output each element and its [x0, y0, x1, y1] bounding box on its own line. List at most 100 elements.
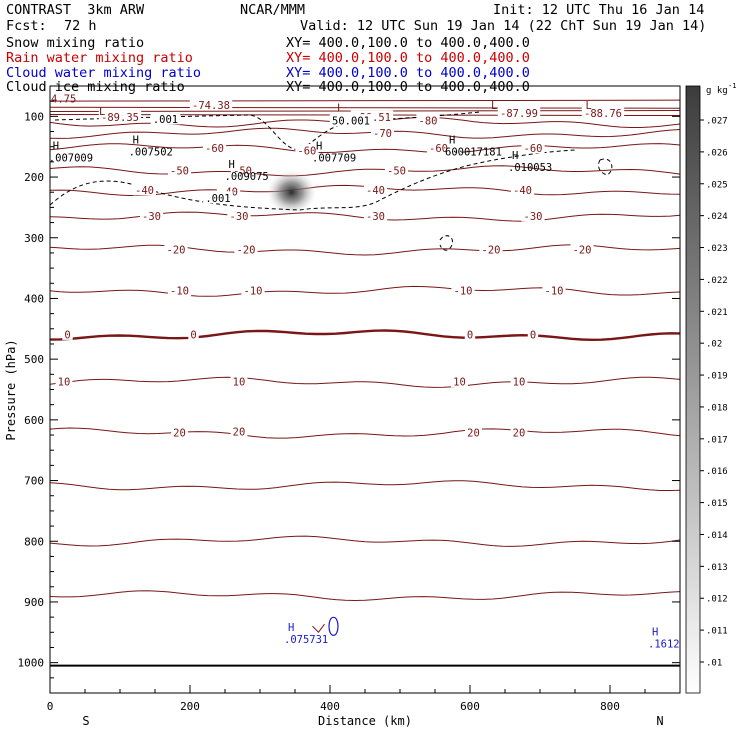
y-tick-label: 100: [24, 110, 44, 123]
forecast-hours: 72 h: [64, 18, 97, 34]
contour-label-bg: [465, 426, 482, 439]
x-tick-label: 800: [600, 700, 620, 713]
extrema-marker: L: [99, 106, 105, 118]
plot-frame: [49, 85, 681, 694]
x-tick-label: 0: [47, 700, 54, 713]
extrema-marker: H: [288, 622, 294, 634]
colorbar-tick-label: .027: [706, 117, 728, 127]
contour-label-bg: [479, 242, 503, 255]
temperature-contour-40: [50, 535, 680, 547]
contour-label: -80: [419, 116, 438, 128]
colorbar-tick-label: .023: [706, 244, 728, 254]
contour-label: -50: [170, 165, 189, 177]
contour-label: -60: [429, 143, 448, 155]
contour-label: -40: [366, 185, 385, 197]
contour-label: -: [453, 146, 459, 158]
contour-label-bg: [521, 141, 545, 154]
contour-label: -60: [297, 145, 316, 157]
y-tick-label: 800: [24, 535, 44, 548]
contour-label: 0: [467, 329, 473, 341]
cloud-water-contour: [328, 616, 339, 636]
org-label: NCAR/MMM: [240, 2, 306, 18]
contour-label: -74.38: [192, 100, 230, 112]
y-tick-label: 600: [24, 414, 44, 427]
contour-label-bg: [230, 163, 255, 176]
contour-label-bg: [497, 106, 541, 119]
legend-cloudwater-label: Cloud water mixing ratio: [6, 65, 202, 81]
contour-label-partial: 4.75: [51, 93, 76, 105]
contour-label: -50: [387, 165, 406, 177]
contour-label: -70: [373, 128, 392, 140]
init-time: Init: 12 UTC Thu 16 Jan 14: [493, 2, 705, 18]
y-tick-label: 200: [24, 171, 44, 184]
extrema-marker: H: [512, 150, 518, 162]
colorbar-tick-label: .021: [706, 308, 728, 318]
contour-label-bg: [527, 327, 539, 340]
contour-label-bg: [510, 426, 528, 439]
contour-label-bg: [188, 327, 199, 340]
valid-time: Valid: 12 UTC Sun 19 Jan 14 (22 ChT Sun …: [300, 18, 707, 34]
colorbar-tick-label: .02: [706, 340, 722, 350]
colorbar-tick-label: .024: [706, 212, 728, 222]
contour-label-bg: [167, 163, 192, 176]
y-tick-label: 500: [24, 353, 44, 366]
extrema-marker: H: [53, 141, 59, 153]
contour-label: -87.99: [500, 108, 538, 120]
contour-label-bg: [139, 209, 164, 222]
legend-rain-label: Rain water mixing ratio: [6, 50, 193, 66]
extrema-value: 600017181: [445, 147, 502, 159]
extrema-value: .075731: [284, 634, 328, 646]
extrema-value: .010053: [508, 162, 552, 174]
contour-label-bg: [164, 242, 188, 255]
contour-label-bg: [384, 163, 409, 176]
temperature-wiggle: [312, 623, 325, 633]
contour-label: -20: [482, 244, 501, 256]
y-tick-label: 900: [24, 596, 44, 609]
contour-label: 20: [513, 428, 526, 440]
colorbar-tick-label: .026: [706, 148, 728, 158]
contour-label-bg: [521, 209, 545, 222]
contour-label: -30: [142, 211, 161, 223]
y-tick-label: 300: [24, 232, 44, 245]
colorbar-tick-label: .025: [706, 180, 728, 190]
contour-label: -60: [205, 143, 224, 155]
contour-label-bg: [570, 242, 594, 255]
temperature-contour-0: [50, 329, 680, 342]
contour-label-bg: [98, 110, 142, 123]
contour-label-bg: [167, 284, 192, 297]
colorbar-tick-label: .018: [706, 403, 728, 413]
contour-label: 20: [173, 428, 186, 440]
cloud-ice-maximum: [266, 170, 317, 215]
contour-label: -40: [513, 185, 532, 197]
x-axis-label: Distance (km): [318, 714, 412, 728]
x-axis-north-label: N: [656, 714, 663, 728]
temperature-contour-50: [50, 590, 680, 602]
legend-snow-label: Snow mixing ratio: [6, 35, 145, 51]
contour-label: -20: [237, 244, 256, 256]
x-axis-south-label: S: [82, 714, 89, 728]
contour-label: 10: [513, 377, 526, 389]
contour-label: 0: [530, 329, 536, 341]
contour-label-bg: [370, 126, 395, 139]
cloud-ice-contour: [598, 158, 613, 176]
contour-label-bg: [234, 242, 258, 255]
contour-label: -88.76: [584, 108, 622, 120]
forecast-label: Fcst:: [6, 18, 47, 34]
temperature-contour-m60: [50, 143, 680, 154]
temperature-contour-10: [50, 376, 680, 388]
extrema-marker: L: [491, 100, 497, 112]
legend-snow-xy: XY= 400.0,100.0 to 400.0,400.0: [286, 35, 530, 51]
contour-label-bg: [189, 98, 233, 111]
contour-label-bg: [171, 426, 188, 439]
contour-label: 20: [233, 426, 246, 438]
y-tick-label: 700: [24, 475, 44, 488]
colorbar-unit: g kg: [706, 86, 728, 96]
extrema-value: .16128: [648, 638, 686, 650]
contour-label: 10: [453, 377, 466, 389]
colorbar-unit-exponent: -1: [728, 82, 736, 90]
contour-label-bg: [230, 424, 248, 437]
extrema-marker: H: [449, 135, 455, 147]
contour-label-bg: [426, 141, 451, 154]
x-tick-label: 600: [460, 700, 480, 713]
